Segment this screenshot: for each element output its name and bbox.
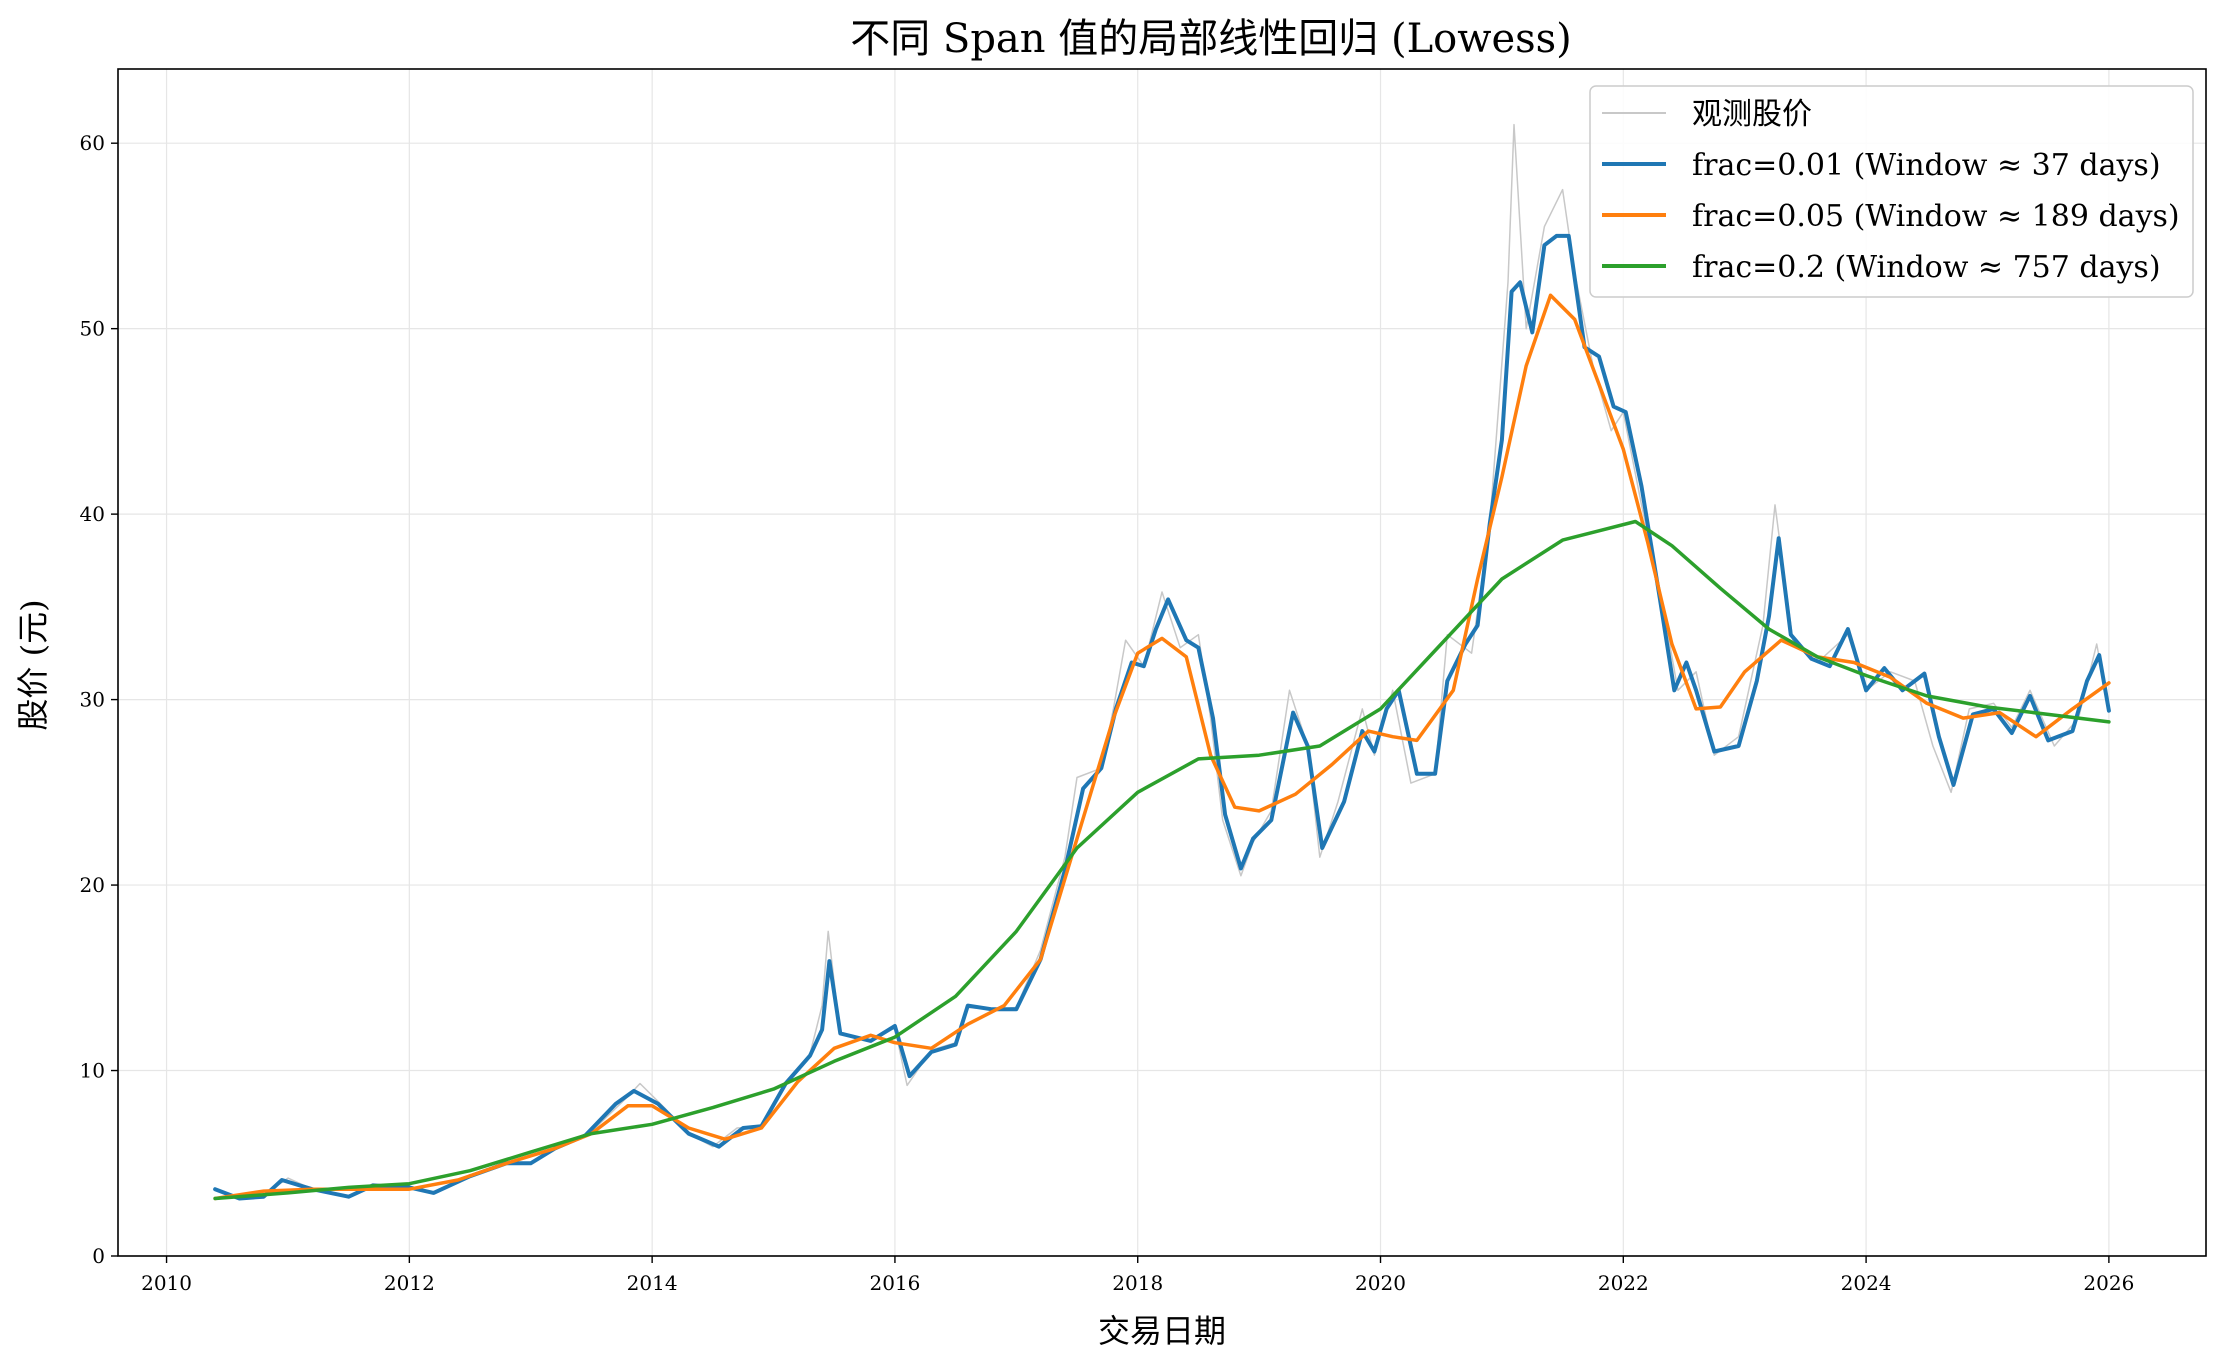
legend-label-frac-001: frac=0.01 (Window ≈ 37 days): [1692, 148, 2161, 183]
x-tick-label: 2020: [1355, 1271, 1406, 1295]
y-tick-label: 50: [80, 317, 105, 341]
x-tick-label: 2024: [1841, 1271, 1892, 1295]
x-tick-label: 2026: [2083, 1271, 2134, 1295]
legend-box: [1589, 85, 2194, 298]
y-tick-label: 40: [80, 502, 105, 526]
y-tick-label: 0: [92, 1244, 105, 1268]
x-tick-label: 2018: [1112, 1271, 1163, 1295]
axis-ticks: 2010 2012 2014 2016 2018 2020 2022 2024 2026 0 10 2…: [80, 131, 2135, 1295]
y-tick-label: 30: [80, 688, 105, 712]
legend-label-frac-02: frac=0.2 (Window ≈ 757 days): [1692, 250, 2161, 285]
plot-frame: [117, 68, 2207, 1257]
series-layer: [213, 123, 2111, 1201]
legend: 观测股价 frac=0.01 (Window ≈ 37 days) frac=0…: [1589, 85, 2194, 298]
x-tick-label: 2014: [627, 1271, 678, 1295]
series-line-frac-005: [213, 293, 2111, 1201]
legend-label-observed: 观测股价: [1692, 97, 1812, 132]
legend-label-frac-005: frac=0.05 (Window ≈ 189 days): [1692, 199, 2180, 234]
series-line-frac-001: [213, 233, 2111, 1201]
chart-title: 不同 Span 值的局部线性回归 (Lowess): [850, 16, 1572, 62]
x-tick-label: 2010: [141, 1271, 192, 1295]
x-tick-label: 2022: [1598, 1271, 1649, 1295]
x-axis-title: 交易日期: [1098, 1312, 1226, 1350]
y-axis-title: 股价 (元): [14, 599, 52, 730]
y-tick-label: 20: [80, 873, 105, 897]
y-tick-label: 60: [80, 131, 105, 155]
x-tick-label: 2016: [869, 1271, 920, 1295]
series-line-frac-02: [213, 519, 2111, 1201]
y-tick-label: 10: [80, 1059, 105, 1083]
x-tick-label: 2012: [384, 1271, 435, 1295]
